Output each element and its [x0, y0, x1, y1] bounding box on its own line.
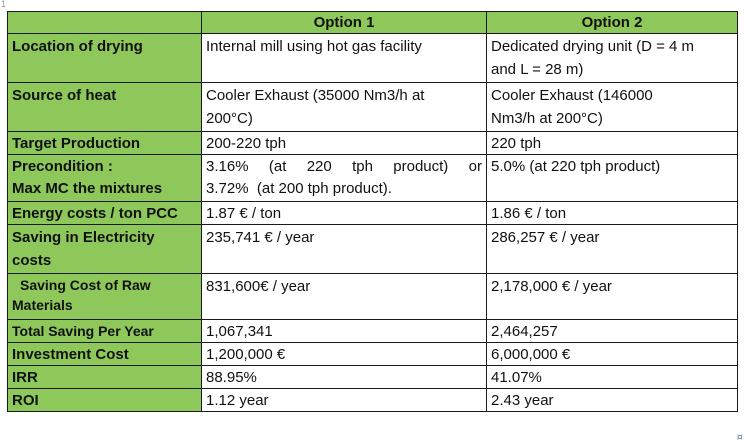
cell-line: Saving in Electricity: [12, 229, 155, 246]
option-1-cell: 1.87 € / ton: [201, 201, 487, 225]
option-1-cell: Internal mill using hot gas facility: [201, 33, 487, 83]
cell-line: Materials: [12, 297, 73, 313]
cell-line: Cooler Exhaust (146000: [491, 87, 653, 104]
table-row: Source of heat Cooler Exhaust (35000 Nm3…: [7, 82, 738, 132]
cell-line: Dedicated drying unit (D = 4 m: [491, 38, 695, 55]
word: tph: [352, 158, 373, 175]
option-2-cell: 6,000,000 €: [486, 342, 738, 366]
comparison-table: Option 1 Option 2 Location of drying Int…: [7, 11, 738, 412]
word: 220: [306, 158, 332, 175]
row-label: ROI: [7, 388, 202, 412]
option-1-cell: 831,600€ / year: [201, 273, 487, 320]
row-label: Precondition : Max MC the mixtures: [7, 154, 202, 202]
option-2-cell: 2,464,257: [486, 319, 738, 343]
option-1-cell: 1,200,000 €: [201, 342, 487, 366]
header-blank-cell: [7, 11, 202, 34]
table-row: Total Saving Per Year 1,067,341 2,464,25…: [7, 319, 738, 343]
row-label: Target Production: [7, 131, 202, 155]
table-row: ROI 1.12 year 2.43 year: [7, 388, 738, 412]
option-2-cell: 220 tph: [486, 131, 738, 155]
cell-line: Precondition :: [12, 158, 113, 175]
row-label: Investment Cost: [7, 342, 202, 366]
option-2-cell: Cooler Exhaust (146000 Nm3/h at 200°C): [486, 82, 738, 132]
cell-line: costs: [12, 252, 52, 269]
table-row: IRR 88.95% 41.07%: [7, 365, 738, 389]
option-1-cell: 200-220 tph: [201, 131, 487, 155]
row-label: IRR: [7, 365, 202, 389]
table-row: Location of drying Internal mill using h…: [7, 33, 738, 83]
option-1-cell: 1.12 year: [201, 388, 487, 412]
option-1-cell: 1,067,341: [201, 319, 487, 343]
header-option-1: Option 1: [201, 11, 487, 34]
table-row: Target Production 200-220 tph 220 tph: [7, 131, 738, 155]
option-1-cell: Cooler Exhaust (35000 Nm3/h at 200°C): [201, 82, 487, 132]
word: (at: [268, 158, 287, 175]
option-2-cell: 2,178,000 € / year: [486, 273, 738, 320]
cell-line: Saving Cost of Raw: [20, 277, 151, 293]
corner-mark: 1: [1, 0, 7, 9]
header-row: Option 1 Option 2: [7, 11, 738, 34]
cell-line: 200°C): [206, 110, 253, 127]
row-label: Saving in Electricity costs: [7, 224, 202, 274]
option-2-cell: Dedicated drying unit (D = 4 m and L = 2…: [486, 33, 738, 83]
cell-line: 3.16% (at 220 tph product) or: [206, 156, 482, 178]
row-label: Energy costs / ton PCC: [7, 201, 202, 225]
end-of-cell-mark: ¤: [736, 432, 743, 443]
row-label: Total Saving Per Year: [7, 319, 202, 343]
table-row: Investment Cost 1,200,000 € 6,000,000 €: [7, 342, 738, 366]
cell-line: 3.72% (at 200 tph product).: [206, 180, 392, 197]
cell-line: Max MC the mixtures: [12, 180, 163, 197]
cell-line: Nm3/h at 200°C): [491, 110, 603, 127]
table-row: Saving Cost of Raw Materials 831,600€ / …: [7, 273, 738, 320]
cell-line: Cooler Exhaust (35000 Nm3/h at: [206, 87, 425, 104]
option-1-cell: 88.95%: [201, 365, 487, 389]
option-2-cell: 286,257 € / year: [486, 224, 738, 274]
word: or: [468, 158, 482, 175]
option-2-cell: 2.43 year: [486, 388, 738, 412]
row-label: Saving Cost of Raw Materials: [7, 273, 202, 320]
row-label: Location of drying: [7, 33, 202, 83]
header-option-2: Option 2: [486, 11, 738, 34]
option-2-cell: 5.0% (at 220 tph product): [486, 154, 738, 202]
option-1-cell: 235,741 € / year: [201, 224, 487, 274]
word: product): [393, 158, 449, 175]
table-row: Precondition : Max MC the mixtures 3.16%…: [7, 154, 738, 202]
table-row: Energy costs / ton PCC 1.87 € / ton 1.86…: [7, 201, 738, 225]
option-2-cell: 1.86 € / ton: [486, 201, 738, 225]
table-row: Saving in Electricity costs 235,741 € / …: [7, 224, 738, 274]
word: 3.16%: [206, 158, 249, 175]
option-1-cell: 3.16% (at 220 tph product) or 3.72% (at …: [201, 154, 487, 202]
option-2-cell: 41.07%: [486, 365, 738, 389]
row-label: Source of heat: [7, 82, 202, 132]
cell-line: and L = 28 m): [491, 61, 584, 78]
